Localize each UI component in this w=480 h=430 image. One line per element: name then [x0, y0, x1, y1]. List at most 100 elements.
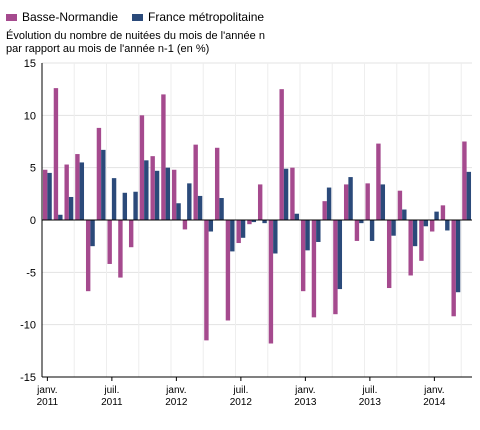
- bar-basse-normandie: [53, 88, 59, 221]
- bar-basse-normandie: [279, 89, 284, 221]
- bar-basse-normandie: [42, 169, 48, 220]
- x-tick-label-year: 2011: [37, 397, 59, 408]
- bar-france-metropolitaine: [165, 167, 171, 220]
- legend-label-basse-normandie: Basse-Normandie: [22, 10, 119, 24]
- bar-basse-normandie: [333, 220, 338, 315]
- y-tick-label: 10: [24, 110, 36, 122]
- bar-basse-normandie: [300, 220, 306, 292]
- bar-france-metropolitaine: [369, 220, 375, 241]
- bar-basse-normandie: [236, 220, 241, 244]
- x-tick-label-year: 2013: [294, 397, 317, 408]
- bar-france-metropolitaine: [251, 220, 257, 223]
- chart-subtitle-line-2: par rapport au mois de l'année n-1 (en %…: [6, 43, 210, 55]
- y-tick-label: 15: [24, 58, 36, 70]
- bar-france-metropolitaine: [144, 160, 149, 220]
- bar-basse-normandie: [311, 220, 317, 318]
- bar-basse-normandie: [451, 220, 456, 317]
- bar-france-metropolitaine: [294, 213, 300, 220]
- bar-france-metropolitaine: [58, 214, 63, 220]
- bar-france-metropolitaine: [466, 171, 472, 220]
- bar-basse-normandie: [128, 220, 134, 248]
- bar-france-metropolitaine: [208, 220, 214, 232]
- chart-subtitle: Évolution du nombre de nuitées du mois d…: [6, 30, 466, 56]
- bar-basse-normandie: [64, 164, 69, 220]
- x-tick-label: janv.: [423, 385, 444, 396]
- x-tick-label-year: 2012: [230, 397, 253, 408]
- bar-basse-normandie: [118, 220, 123, 278]
- x-tick-label: janv.: [36, 385, 57, 396]
- bar-france-metropolitaine: [412, 220, 418, 247]
- bar-basse-normandie: [193, 144, 198, 220]
- bar-france-metropolitaine: [380, 184, 386, 220]
- legend-item-basse-normandie[interactable]: Basse-Normandie: [6, 10, 118, 24]
- bar-basse-normandie: [257, 184, 263, 220]
- bar-france-metropolitaine: [262, 220, 267, 224]
- bar-france-metropolitaine: [240, 220, 246, 238]
- x-tick-label-year: 2011: [101, 397, 123, 408]
- x-tick-label-year: 2012: [165, 397, 188, 408]
- bar-basse-normandie: [354, 220, 360, 241]
- bar-france-metropolitaine: [402, 209, 407, 220]
- x-tick-label: juil.: [232, 385, 248, 396]
- x-tick-label: juil.: [361, 385, 377, 396]
- x-tick-label-year: 2013: [359, 397, 382, 408]
- legend-item-france-metropolitaine[interactable]: France métropolitaine: [132, 10, 264, 24]
- bar-basse-normandie: [85, 220, 91, 292]
- bar-france-metropolitaine: [273, 220, 278, 254]
- x-tick-label: juil.: [103, 385, 119, 396]
- bar-france-metropolitaine: [305, 220, 310, 251]
- bar-basse-normandie: [214, 147, 220, 220]
- bar-france-metropolitaine: [283, 168, 289, 220]
- bar-basse-normandie: [204, 220, 209, 341]
- y-tick-label: 5: [30, 163, 36, 175]
- bar-france-metropolitaine: [348, 177, 353, 220]
- y-tick-label: -10: [20, 320, 36, 332]
- bar-basse-normandie: [107, 220, 112, 264]
- bar-basse-normandie: [139, 115, 145, 220]
- bar-basse-normandie: [419, 220, 424, 261]
- x-tick-label: janv.: [294, 385, 315, 396]
- bar-basse-normandie: [96, 127, 102, 220]
- legend-swatch-basse-normandie: [6, 13, 17, 21]
- bar-basse-normandie: [268, 220, 274, 344]
- bar-france-metropolitaine: [154, 170, 160, 220]
- y-tick-label: -15: [20, 372, 36, 384]
- bar-basse-normandie: [225, 220, 231, 321]
- bar-france-metropolitaine: [176, 203, 181, 220]
- bar-france-metropolitaine: [337, 220, 343, 290]
- bar-france-metropolitaine: [68, 196, 74, 220]
- bar-basse-normandie: [161, 94, 166, 220]
- bar-basse-normandie: [386, 220, 392, 289]
- bar-basse-normandie: [462, 141, 467, 220]
- bar-basse-normandie: [75, 154, 80, 220]
- y-tick-label: 0: [30, 215, 36, 227]
- bar-basse-normandie: [171, 169, 177, 220]
- bar-basse-normandie: [150, 156, 155, 220]
- bar-france-metropolitaine: [423, 220, 429, 227]
- bar-france-metropolitaine: [434, 211, 439, 220]
- bar-basse-normandie: [343, 184, 349, 220]
- legend: Basse-Normandie France métropolitaine: [6, 9, 278, 25]
- bar-basse-normandie: [408, 220, 413, 276]
- legend-swatch-france-metropolitaine: [132, 13, 144, 21]
- bar-france-metropolitaine: [122, 192, 128, 220]
- x-tick-label-year: 2014: [423, 397, 446, 408]
- bar-basse-normandie: [290, 167, 295, 220]
- chart-subtitle-line-1: Évolution du nombre de nuitées du mois d…: [6, 30, 265, 42]
- bar-france-metropolitaine: [133, 191, 138, 220]
- bar-france-metropolitaine: [445, 220, 450, 231]
- bar-basse-normandie: [429, 220, 435, 232]
- bar-france-metropolitaine: [101, 149, 106, 220]
- legend-label-france-metropolitaine: France métropolitaine: [148, 10, 265, 24]
- bar-france-metropolitaine: [79, 162, 85, 220]
- bar-france-metropolitaine: [359, 220, 364, 224]
- bar-basse-normandie: [247, 220, 252, 225]
- bar-france-metropolitaine: [90, 220, 95, 247]
- bar-france-metropolitaine: [197, 195, 203, 220]
- bar-france-metropolitaine: [219, 198, 224, 220]
- y-tick-label: -5: [26, 267, 36, 279]
- bar-basse-normandie: [182, 220, 188, 230]
- bar-france-metropolitaine: [187, 183, 192, 220]
- bar-basse-normandie: [365, 183, 370, 220]
